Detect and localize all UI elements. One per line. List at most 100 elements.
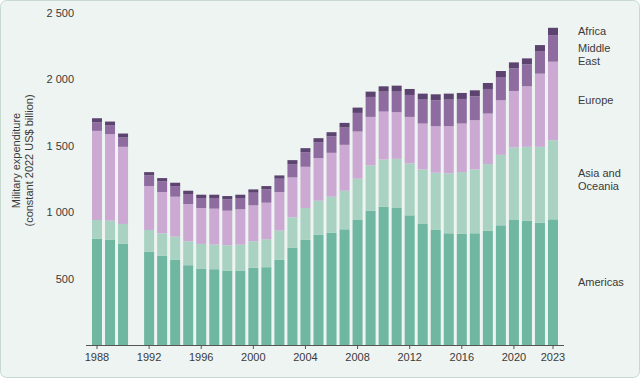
bar-segment: [274, 260, 284, 345]
bar-segment: [196, 269, 206, 345]
bar-segment: [457, 172, 467, 234]
y-axis-label: Military expenditure: [10, 113, 22, 208]
bar-segment: [353, 220, 363, 345]
bar-segment: [183, 204, 193, 241]
bar-segment: [444, 94, 454, 100]
bar-segment: [405, 95, 415, 117]
y-tick-label: 2 500: [46, 7, 74, 19]
bar-segment: [313, 158, 323, 201]
bar-segment: [418, 169, 428, 224]
bar-segment: [235, 245, 245, 271]
bar-segment: [248, 205, 258, 241]
y-tick: [82, 145, 85, 146]
bar-segment: [287, 177, 297, 217]
bar-segment: [157, 192, 167, 233]
bar-segment: [392, 159, 402, 208]
bar-segment: [522, 147, 532, 221]
bar-segment: [183, 241, 193, 265]
bar-segment: [457, 124, 467, 173]
bar-segment: [535, 51, 545, 74]
bar-segment: [157, 178, 167, 181]
x-tick-label: 2012: [397, 351, 421, 363]
y-tick: [82, 278, 85, 279]
bar-segment: [379, 159, 389, 206]
bar-segment: [196, 208, 206, 244]
bar-segment: [470, 169, 480, 233]
bar-segment: [444, 100, 454, 127]
bar-segment: [444, 233, 454, 345]
x-tick: [409, 345, 410, 349]
bar-segment: [522, 86, 532, 147]
bar-segment: [313, 142, 323, 158]
bar-segment: [300, 167, 310, 208]
bar-segment: [170, 197, 180, 237]
bar-segment: [118, 224, 128, 244]
bar-segment: [248, 189, 258, 192]
bar-segment: [522, 64, 532, 86]
bar-segment: [457, 93, 467, 99]
bar-segment: [313, 138, 323, 142]
bar-segment: [327, 132, 337, 136]
bar-segment: [300, 208, 310, 240]
bar-segment: [457, 234, 467, 345]
y-tick: [82, 12, 85, 13]
bar-segment: [183, 191, 193, 194]
x-tick: [461, 345, 462, 349]
bar-segment: [261, 203, 271, 240]
bar-segment: [274, 175, 284, 178]
bar-segment: [522, 221, 532, 345]
x-tick-label: 1988: [85, 351, 109, 363]
x-tick: [201, 345, 202, 349]
bar-segment: [118, 134, 128, 138]
bar-segment: [405, 215, 415, 345]
bar-segment: [483, 164, 493, 231]
bar-segment: [287, 217, 297, 248]
bar-segment: [222, 245, 232, 270]
x-tick: [253, 345, 254, 349]
bar-segment: [353, 132, 363, 179]
x-tick-label: 1996: [189, 351, 213, 363]
bar-segment: [431, 230, 441, 345]
bar-segment: [509, 62, 519, 68]
y-tick-label: 2 000: [46, 73, 74, 85]
y-tick: [82, 79, 85, 80]
bar-segment: [392, 112, 402, 159]
bar-segment: [313, 235, 323, 345]
bar-segment: [483, 83, 493, 89]
bar-segment: [535, 45, 545, 51]
bar-segment: [274, 231, 284, 260]
background: [1, 1, 640, 378]
bar-segment: [105, 240, 115, 345]
y-tick-label: 1 500: [46, 140, 74, 152]
bar-segment: [105, 122, 115, 126]
bar-segment: [287, 160, 297, 164]
bar-segment: [470, 233, 480, 345]
bar-segment: [157, 233, 167, 256]
bar-segment: [209, 245, 219, 270]
bar-segment: [196, 244, 206, 269]
bar-segment: [157, 256, 167, 345]
bar-segment: [144, 186, 154, 230]
bar-segment: [548, 28, 558, 35]
bar-segment: [496, 100, 506, 155]
bar-segment: [105, 126, 115, 135]
bar-segment: [431, 126, 441, 173]
x-axis: [86, 345, 564, 346]
x-tick: [149, 345, 150, 349]
bar-segment: [405, 89, 415, 95]
bar-segment: [470, 96, 480, 120]
bar-segment: [548, 140, 558, 219]
bar-segment: [470, 120, 480, 169]
bar-segment: [418, 100, 428, 124]
bar-segment: [379, 112, 389, 160]
bar-segment: [261, 186, 271, 189]
x-tick: [97, 345, 98, 349]
bar-segment: [209, 209, 219, 245]
bar-segment: [535, 74, 545, 147]
bar-segment: [222, 199, 232, 210]
bar-segment: [509, 147, 519, 219]
bar-segment: [300, 240, 310, 345]
bar-segment: [496, 225, 506, 345]
bar-segment: [144, 230, 154, 252]
bar-segment: [340, 191, 350, 230]
